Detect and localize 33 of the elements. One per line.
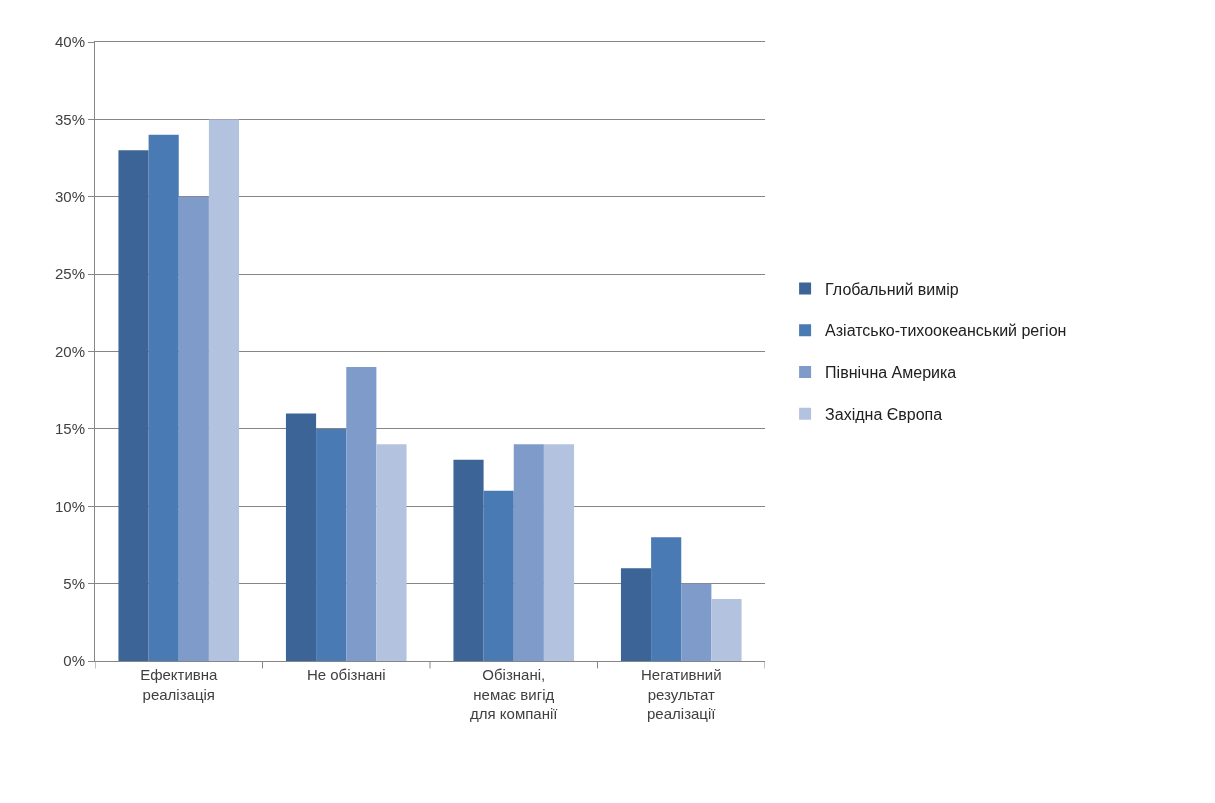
y-tick-label: 15% bbox=[54, 420, 85, 438]
y-tick-label: 35% bbox=[54, 110, 85, 128]
y-tick-label: 25% bbox=[54, 265, 85, 283]
bar bbox=[148, 134, 179, 661]
y-tick-label: 5% bbox=[63, 574, 85, 592]
legend-label: Глобальний вимір bbox=[825, 280, 959, 298]
bar bbox=[178, 196, 209, 661]
x-tick-label: Обізнані, немає вигід для компанії bbox=[470, 666, 559, 722]
bar bbox=[285, 413, 317, 661]
x-tick-label: Ефективна реалізація bbox=[140, 666, 219, 703]
x-tick-label: Не обізнані bbox=[306, 666, 386, 683]
bar bbox=[681, 583, 712, 661]
bar bbox=[620, 568, 652, 661]
y-tick-label: 40% bbox=[54, 33, 85, 51]
y-tick-label: 20% bbox=[54, 342, 85, 360]
bar bbox=[208, 119, 240, 661]
bar bbox=[651, 537, 682, 661]
y-tick-label: 0% bbox=[63, 652, 85, 670]
bar bbox=[483, 490, 514, 661]
bar bbox=[316, 428, 347, 661]
legend-label: Північна Америка bbox=[825, 364, 957, 382]
bar bbox=[513, 444, 544, 661]
y-tick-label: 30% bbox=[54, 188, 85, 205]
bar bbox=[346, 366, 377, 661]
bar bbox=[118, 150, 149, 661]
x-tick-label: Негативний результат реалізації bbox=[640, 666, 722, 722]
bar bbox=[711, 599, 742, 661]
legend-label: Західна Європа bbox=[825, 406, 943, 424]
y-tick-label: 10% bbox=[54, 497, 85, 515]
legend-label: Азіатсько-тихоокеанський регіон bbox=[825, 322, 1067, 340]
bar bbox=[376, 444, 407, 661]
bar bbox=[453, 459, 484, 661]
bar bbox=[543, 444, 575, 661]
